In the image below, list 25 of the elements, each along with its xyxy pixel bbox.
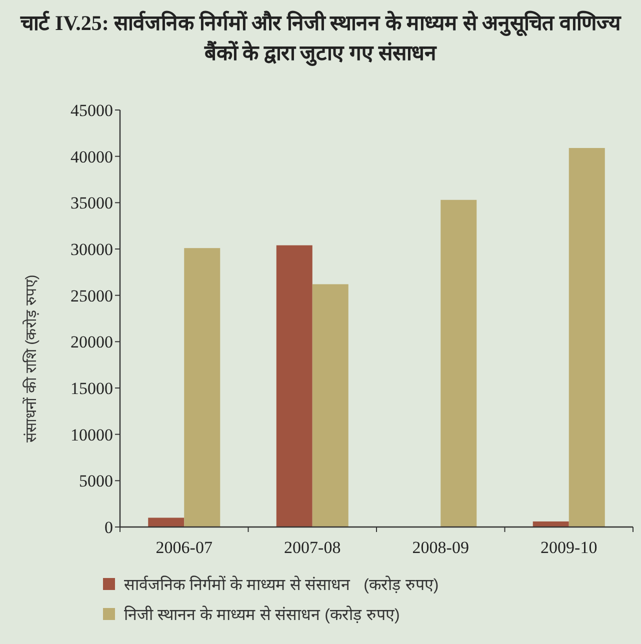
y-axis-title: संसाधनों की राशि (करोड़ रुपए) <box>22 274 40 442</box>
y-tick-label: 35000 <box>70 194 113 213</box>
x-tick-label: 2009-10 <box>540 538 598 557</box>
y-tick-label: 10000 <box>70 425 113 444</box>
legend-label: निजी स्थानन के माध्यम से संसाधन (करोड़ रुपए) <box>124 605 400 624</box>
y-tick-label: 25000 <box>70 286 113 306</box>
chart-title: चार्ट IV.25: सार्वजनिक निर्गमों और निजी स्थानन के माध्यम से अनुसूचित वाणिज्य बैंकों के द्वारा जुटाए गए संसाधन <box>20 10 621 68</box>
bar <box>312 284 348 527</box>
y-tick-label: 30000 <box>70 240 113 259</box>
bar <box>276 245 312 527</box>
y-tick-label: 5000 <box>79 472 113 491</box>
bar <box>568 148 605 527</box>
bar <box>184 248 220 527</box>
bar <box>148 518 184 527</box>
y-tick-label: 0 <box>104 518 113 537</box>
y-tick-label: 20000 <box>70 332 113 352</box>
legend-label: सार्वजनिक निर्गमों के माध्यम से संसाधन (करोड़ रुपए) <box>124 575 439 594</box>
bar <box>532 521 569 527</box>
y-tick-label: 40000 <box>70 147 113 166</box>
x-tick-label: 2007-08 <box>284 538 341 557</box>
bar <box>440 200 477 527</box>
y-tick-label: 45000 <box>70 101 113 120</box>
y-tick-label: 15000 <box>70 379 113 398</box>
x-tick-label: 2006-07 <box>156 538 213 557</box>
x-tick-label: 2008-09 <box>412 538 469 557</box>
